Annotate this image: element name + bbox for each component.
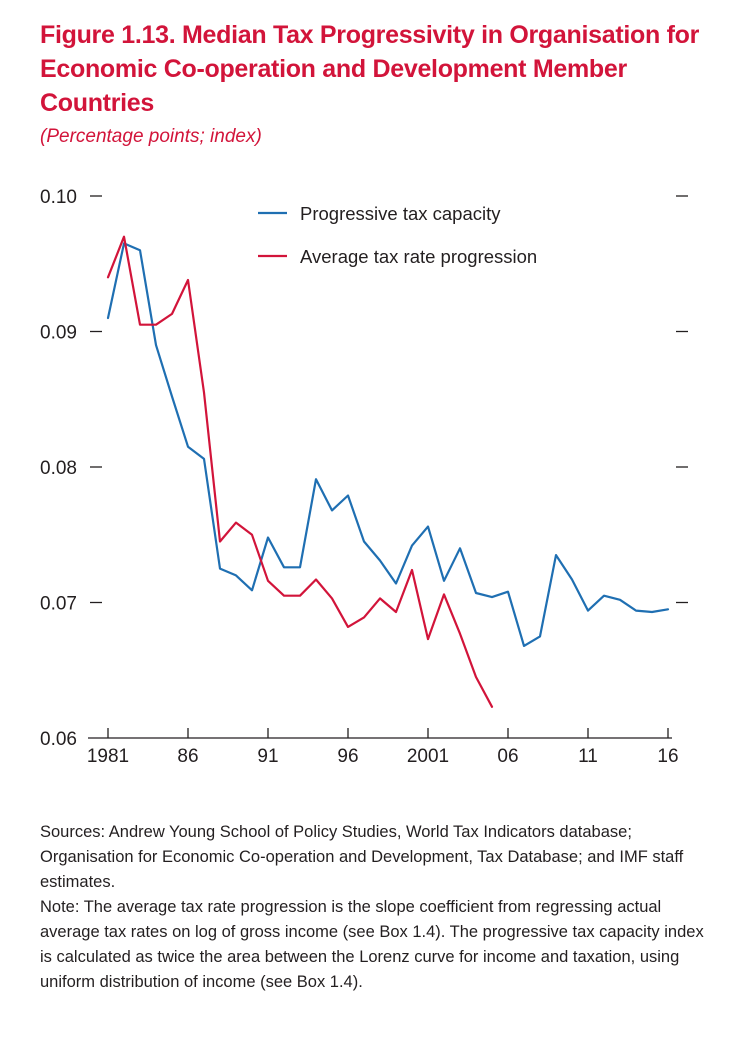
- x-tick-label-0: 1981: [87, 746, 129, 767]
- y-tick-label-3: 0.09: [40, 323, 77, 344]
- chart-legend: Progressive tax capacity Average tax rate…: [258, 203, 537, 267]
- figure-subtitle: (Percentage points; index): [40, 126, 262, 147]
- figure-title: Figure 1.13. Median Tax Progressivity in…: [40, 21, 699, 117]
- y-tick-label-2: 0.08: [40, 458, 77, 479]
- chart-axes: [88, 195, 688, 739]
- sources-text: Sources: Andrew Young School of Policy S…: [40, 823, 684, 891]
- line-chart: 1981 86 91 96 2001 06 11 16 0.06 0.07 0.08 0.09 0.1…: [40, 187, 688, 767]
- legend-label-0: Progressive tax capacity: [300, 203, 501, 224]
- legend-label-1: Average tax rate progression: [300, 246, 537, 267]
- x-tick-label-6: 11: [578, 746, 598, 767]
- note-text: Note: The average tax rate progression i…: [40, 898, 704, 991]
- y-tick-label-1: 0.07: [40, 594, 77, 615]
- x-axis-labels: 1981 86 91 96 2001 06 11 16: [87, 746, 679, 767]
- x-tick-label-1: 86: [177, 746, 198, 767]
- x-tick-label-2: 91: [257, 746, 278, 767]
- x-tick-label-7: 16: [657, 746, 678, 767]
- y-tick-label-4: 0.10: [40, 187, 77, 208]
- y-axis-labels: 0.06 0.07 0.08 0.09 0.10: [40, 187, 77, 750]
- series-layer: [106, 235, 670, 708]
- series-line-0: [106, 242, 670, 647]
- series-line-1: [106, 235, 494, 708]
- x-tick-label-5: 06: [497, 746, 518, 767]
- figure-notes: Sources: Andrew Young School of Policy S…: [40, 820, 720, 995]
- y-tick-label-0: 0.06: [40, 729, 77, 750]
- x-tick-label-4: 2001: [407, 746, 449, 767]
- x-tick-label-3: 96: [337, 746, 358, 767]
